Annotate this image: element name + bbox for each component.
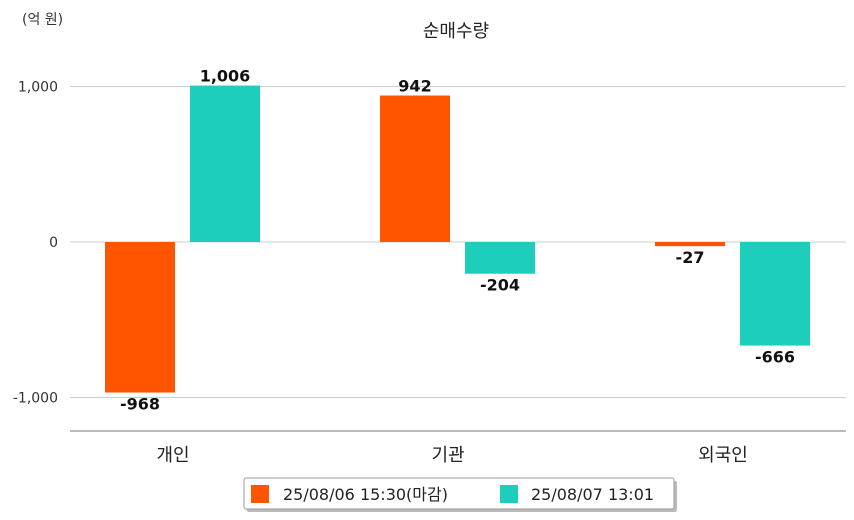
bar-series-2-외국인 [740, 242, 810, 346]
data-label: 942 [398, 77, 431, 96]
legend-box [243, 477, 675, 510]
bar-series-2-개인 [190, 85, 260, 242]
bar-series-1-기관 [380, 95, 450, 242]
bar-series-1-외국인 [655, 242, 725, 247]
y-tick-label: 1,000 [18, 80, 58, 96]
x-tick-label: 외국인 [698, 445, 748, 466]
bars [105, 85, 810, 393]
y-tick-label: 0 [49, 235, 58, 251]
data-label: -27 [676, 248, 705, 267]
bar-series-1-개인 [105, 242, 175, 393]
gridlines [70, 86, 846, 398]
x-axis-labels: 개인 기관 외국인 [156, 445, 747, 466]
y-tick-label: -1,000 [13, 391, 58, 407]
data-label: -204 [480, 276, 520, 295]
x-tick-label: 기관 [431, 445, 464, 466]
data-labels: -968 942 -27 1,006 -204 -666 [120, 67, 795, 414]
legend-swatch-series-1 [251, 485, 269, 503]
data-label: 1,006 [200, 67, 251, 86]
unit-label: (억 원) [22, 12, 63, 28]
bar-series-2-기관 [465, 242, 535, 274]
x-tick-label: 개인 [156, 445, 189, 466]
data-label: -968 [120, 395, 160, 414]
legend-swatch-series-2 [500, 485, 518, 503]
legend-label-series-1: 25/08/06 15:30(마감) [283, 485, 448, 504]
legend: 25/08/06 15:30(마감) 25/08/07 13:01 [243, 477, 677, 512]
data-label: -666 [755, 348, 795, 367]
y-axis-ticks: 1,000 0 -1,000 [13, 80, 58, 407]
chart-title: 순매수량 [423, 21, 489, 42]
legend-label-series-2: 25/08/07 13:01 [531, 485, 654, 504]
